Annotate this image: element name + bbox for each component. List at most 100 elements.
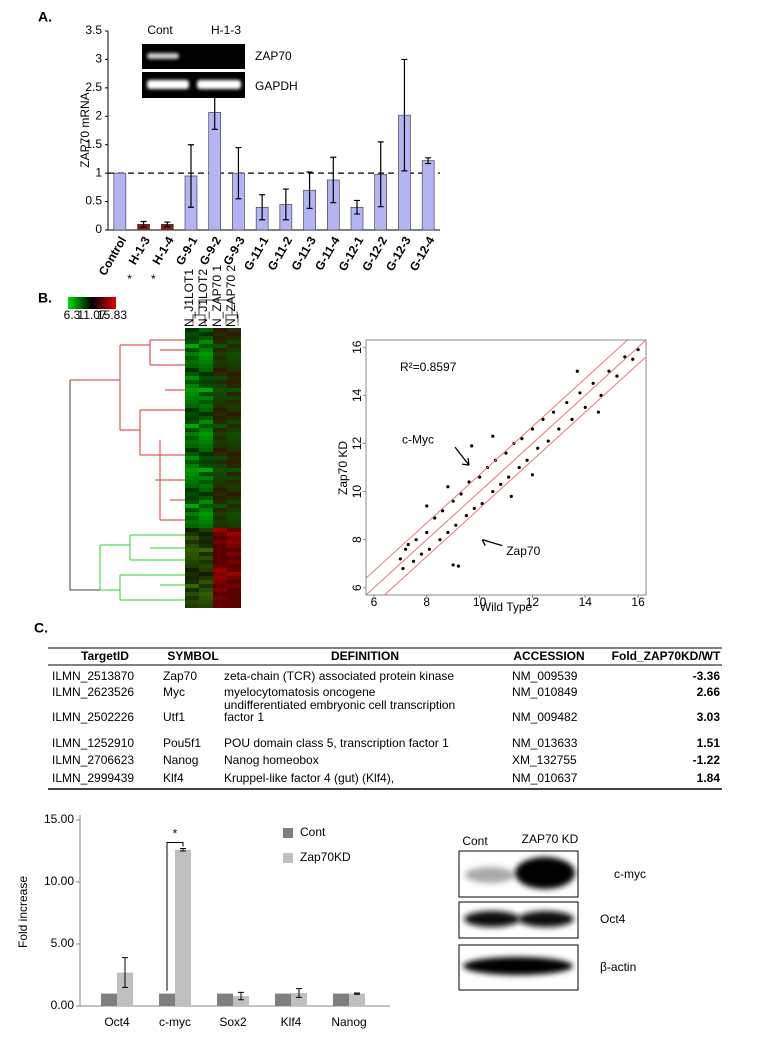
x-tick-label: 16 bbox=[631, 595, 645, 609]
heatmap-cell bbox=[213, 556, 227, 560]
heatmap-cell bbox=[227, 568, 241, 572]
point bbox=[530, 473, 535, 477]
callout-label: c-Myc bbox=[402, 432, 434, 446]
point bbox=[480, 501, 484, 506]
panel-label: B. bbox=[38, 290, 52, 306]
gel-band bbox=[147, 80, 189, 89]
heatmap-cell bbox=[199, 368, 213, 372]
heatmap-cell bbox=[185, 488, 199, 492]
heatmap-cell bbox=[213, 588, 227, 592]
heatmap-cell bbox=[227, 576, 241, 580]
heatmap-cell bbox=[213, 480, 227, 484]
heatmap-cell bbox=[227, 332, 241, 336]
heatmap-cell bbox=[213, 596, 227, 600]
heatmap-cell bbox=[227, 480, 241, 484]
heatmap-cell bbox=[213, 380, 227, 384]
panel-label: C. bbox=[34, 620, 48, 636]
heatmap-cell bbox=[199, 360, 213, 364]
heatmap-cell bbox=[227, 604, 241, 608]
point bbox=[546, 439, 550, 443]
blot-lane-label: Cont bbox=[462, 834, 488, 848]
heatmap-cell bbox=[213, 592, 227, 596]
heatmap-cell bbox=[227, 588, 241, 592]
heatmap-cell bbox=[199, 424, 213, 428]
table-cell: XM_132755 bbox=[512, 753, 577, 767]
heatmap-cell bbox=[185, 552, 199, 556]
point bbox=[507, 475, 511, 479]
column-dendrogram bbox=[225, 323, 239, 326]
heatmap-cell bbox=[213, 364, 227, 368]
heatmap-cell bbox=[185, 548, 199, 552]
heatmap-cell bbox=[185, 476, 199, 480]
heatmap-cell bbox=[227, 468, 241, 472]
heatmap-cell bbox=[227, 472, 241, 476]
heatmap-cell bbox=[199, 548, 213, 552]
heatmap-cell bbox=[199, 580, 213, 584]
heatmap-cell bbox=[199, 448, 213, 452]
heatmap-cell bbox=[199, 328, 213, 332]
heatmap-cell bbox=[227, 376, 241, 380]
heatmap-cell bbox=[185, 444, 199, 448]
point bbox=[491, 489, 495, 494]
heatmap-cell bbox=[213, 484, 227, 488]
gel-band-label: GAPDH bbox=[255, 79, 298, 93]
point bbox=[615, 374, 619, 378]
table-cell: ILMN_2623526 bbox=[52, 685, 134, 699]
heatmap-cell bbox=[227, 596, 241, 600]
heatmap-cell bbox=[213, 376, 227, 380]
reference-lines bbox=[366, 340, 646, 595]
table-cell: NM_009539 bbox=[512, 669, 578, 683]
heatmap-scale-label: 6.3 bbox=[64, 308, 81, 322]
point bbox=[509, 494, 513, 498]
point bbox=[551, 410, 556, 414]
heatmap-cell bbox=[185, 396, 199, 400]
bar bbox=[101, 993, 117, 1006]
heatmap-cell bbox=[213, 340, 227, 344]
y-tick-label: 3 bbox=[95, 52, 102, 66]
points bbox=[398, 348, 640, 571]
heatmap-cell bbox=[199, 496, 213, 500]
heatmap-cell bbox=[227, 504, 241, 508]
heatmap-cell bbox=[227, 564, 241, 568]
heatmap-cell bbox=[213, 492, 227, 496]
heatmap-cell bbox=[185, 556, 199, 560]
point bbox=[517, 465, 521, 470]
heatmap-cell bbox=[227, 396, 241, 400]
heatmap-cell bbox=[213, 536, 227, 540]
heatmap-cell bbox=[185, 544, 199, 548]
error-bar bbox=[188, 144, 194, 208]
x-tick-label: Control bbox=[96, 234, 129, 278]
heatmap-cell bbox=[227, 464, 241, 468]
table-cell: ILMN_2999439 bbox=[52, 771, 134, 785]
heatmap-cell bbox=[199, 524, 213, 528]
error-bar bbox=[425, 157, 432, 165]
heatmap-cell bbox=[213, 400, 227, 404]
heatmap-cell bbox=[199, 436, 213, 440]
heatmap-scale bbox=[68, 297, 116, 309]
heatmap-cell bbox=[227, 512, 241, 516]
point bbox=[536, 446, 540, 450]
error-bar bbox=[238, 991, 244, 1001]
error-bar bbox=[330, 156, 337, 204]
bar bbox=[233, 996, 249, 1006]
heatmap-cell bbox=[199, 492, 213, 496]
table-header: SYMBOL bbox=[167, 649, 218, 663]
heatmap-cell bbox=[199, 460, 213, 464]
heatmap-cell bbox=[185, 368, 199, 372]
y-tick-label: 0.5 bbox=[85, 194, 102, 208]
heatmap-cell bbox=[227, 448, 241, 452]
table-header: DEFINITION bbox=[331, 649, 399, 663]
heatmap-cell bbox=[199, 392, 213, 396]
blot-band bbox=[464, 911, 520, 927]
heatmap-cell bbox=[185, 404, 199, 408]
table-cell: 1.51 bbox=[697, 736, 721, 750]
table-cell: -1.22 bbox=[693, 753, 721, 767]
heatmap-cell bbox=[185, 520, 199, 524]
x-tick-label: Sox2 bbox=[219, 1015, 247, 1029]
heatmap-cell bbox=[227, 428, 241, 432]
heatmap-cell bbox=[199, 528, 213, 532]
heatmap-cell bbox=[199, 480, 213, 484]
bar bbox=[421, 160, 435, 231]
heatmap-cell bbox=[227, 432, 241, 436]
y-tick-label: 12 bbox=[350, 436, 364, 450]
